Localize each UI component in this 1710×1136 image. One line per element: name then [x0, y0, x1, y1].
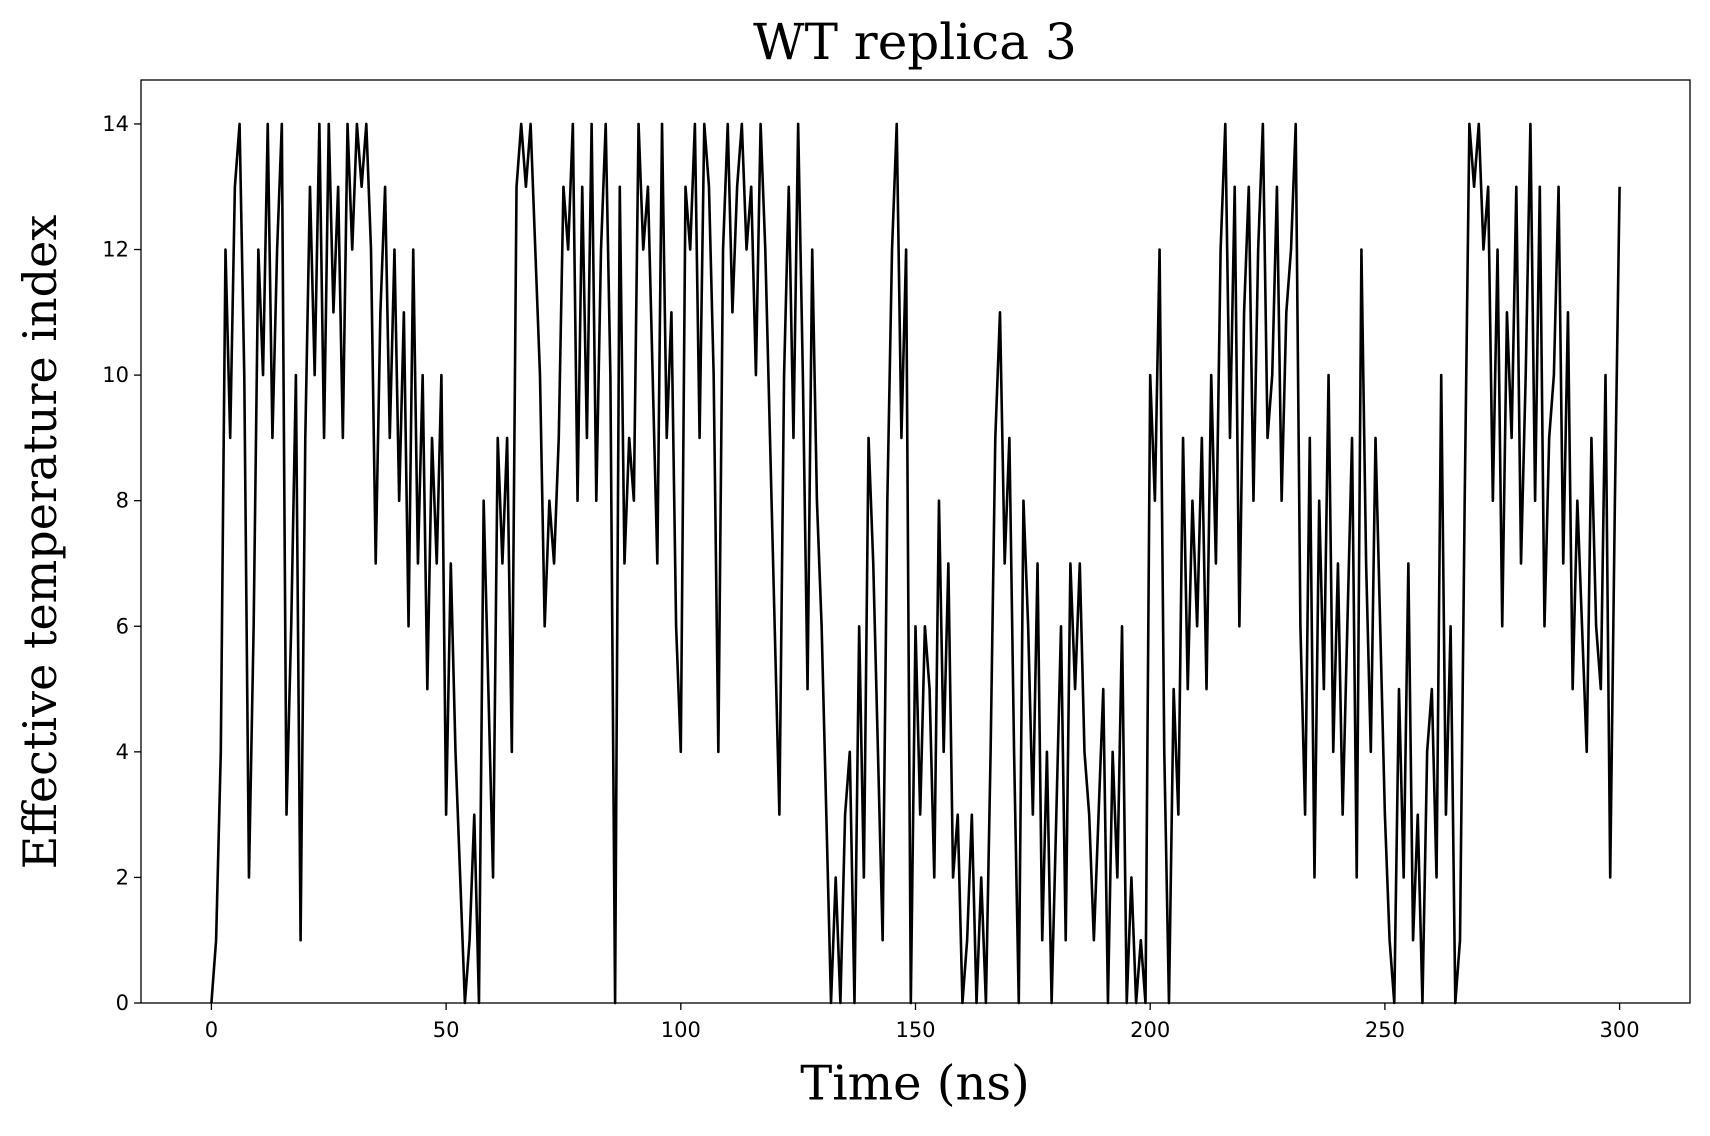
x-tick-label: 200	[1130, 1018, 1170, 1042]
x-tick-label: 300	[1600, 1018, 1640, 1042]
y-tick-label: 2	[116, 865, 129, 889]
x-tick-label: 250	[1365, 1018, 1405, 1042]
x-tick-label: 0	[205, 1018, 218, 1042]
data-line	[210, 122, 1621, 1005]
x-tick-label: 100	[661, 1018, 701, 1042]
x-tick-label: 50	[433, 1018, 460, 1042]
x-tick-label: 150	[895, 1018, 935, 1042]
x-axis-label: Time (ns)	[800, 1056, 1030, 1112]
axes-frame	[140, 79, 1691, 1004]
y-tick-label: 10	[102, 363, 129, 387]
chart-title: WT replica 3	[753, 13, 1077, 71]
y-tick-label: 8	[116, 489, 129, 513]
y-axis-label: Effective temperature index	[13, 215, 67, 870]
y-tick-label: 12	[102, 238, 129, 262]
y-tick-label: 4	[116, 740, 129, 764]
y-tick-label: 0	[116, 991, 129, 1015]
y-tick-label: 14	[102, 112, 129, 136]
y-tick-label: 6	[116, 614, 129, 638]
